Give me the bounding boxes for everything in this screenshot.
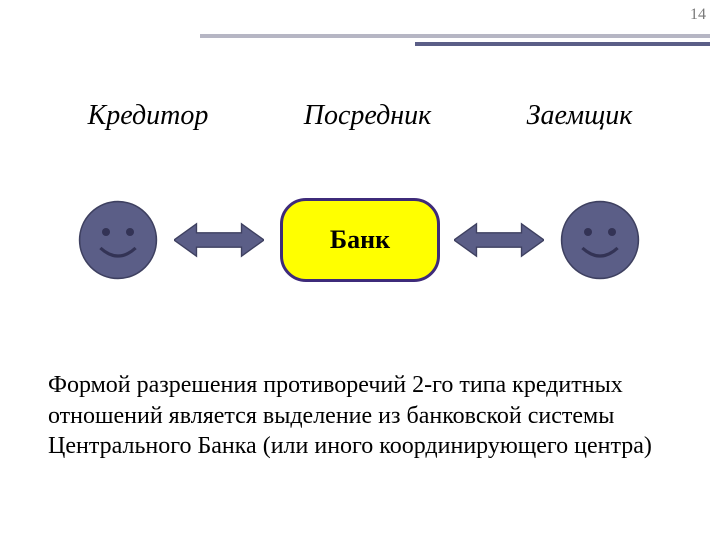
bank-node: Банк [280, 198, 440, 282]
header-rule-short [415, 42, 710, 46]
role-labels-row: Кредитор Посредник Заемщик [0, 100, 720, 132]
borrower-face-icon [560, 200, 640, 280]
page-number: 14 [690, 6, 706, 24]
diagram-area: Банк [0, 190, 720, 310]
double-arrow-right-icon [454, 222, 544, 258]
creditor-face-icon [78, 200, 158, 280]
body-paragraph: Формой разрешения противоречий 2-го типа… [48, 370, 672, 462]
double-arrow-left-icon [174, 222, 264, 258]
label-creditor: Кредитор [88, 100, 209, 132]
header-rule-long [200, 34, 710, 38]
label-borrower: Заемщик [527, 100, 633, 132]
label-intermediary: Посредник [304, 100, 432, 132]
bank-label: Банк [330, 225, 390, 255]
